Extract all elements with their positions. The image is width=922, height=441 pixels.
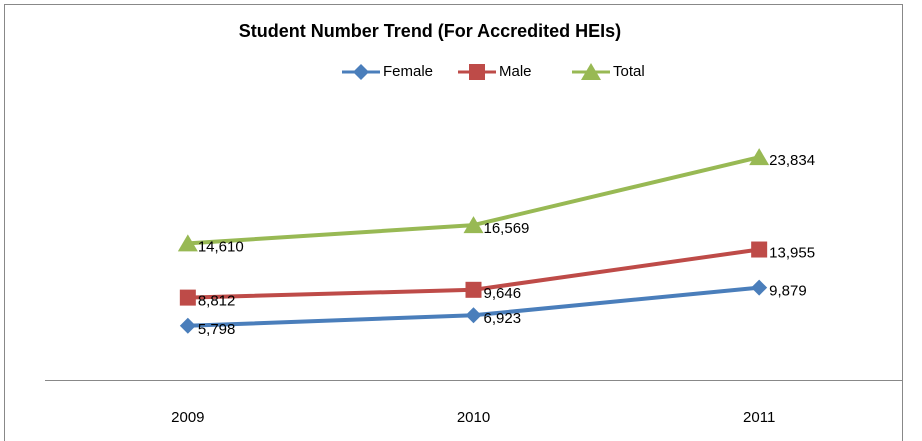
legend-label: Total	[613, 63, 645, 80]
data-label: 9,879	[769, 283, 807, 300]
x-tick-label: 2010	[457, 409, 490, 426]
x-tick-label: 2009	[171, 409, 204, 426]
data-point	[751, 241, 768, 258]
data-point	[749, 148, 770, 166]
legend-marker	[581, 63, 601, 80]
data-point	[465, 307, 482, 324]
data-label: 14,610	[198, 238, 244, 255]
data-point	[465, 281, 482, 298]
chart-title: Student Number Trend (For Accredited HEI…	[239, 21, 621, 41]
legend-marker	[353, 64, 369, 80]
data-point	[751, 279, 768, 296]
data-label: 23,834	[769, 152, 815, 169]
legend-marker	[469, 64, 485, 80]
data-label: 8,812	[198, 293, 236, 310]
data-point	[179, 289, 196, 306]
legend-label: Male	[499, 63, 532, 80]
data-label: 9,646	[484, 285, 522, 302]
data-label: 13,955	[769, 244, 815, 261]
x-tick-label: 2011	[743, 409, 775, 426]
data-label: 6,923	[484, 310, 522, 327]
data-point	[179, 317, 196, 334]
data-point	[463, 216, 484, 234]
data-label: 5,798	[198, 321, 236, 338]
data-point	[177, 234, 198, 252]
data-label: 16,569	[484, 220, 530, 237]
chart-border	[4, 4, 903, 441]
legend-label: Female	[383, 63, 433, 80]
